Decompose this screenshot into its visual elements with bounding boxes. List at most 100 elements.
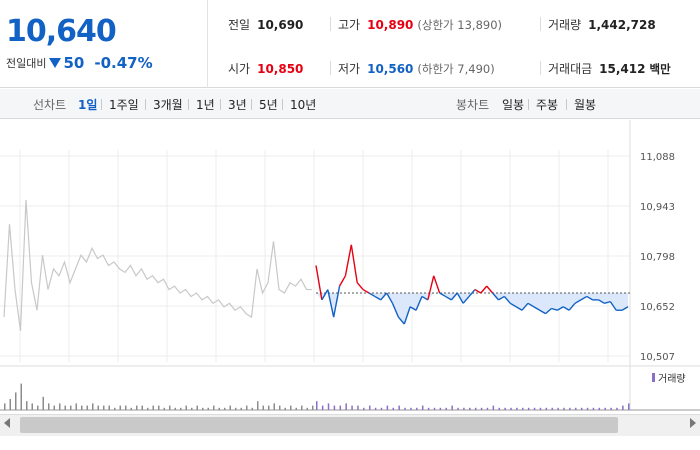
tab-monthly[interactable]: 월봉 [574, 98, 597, 112]
tab-5y[interactable]: 5년 [259, 98, 278, 112]
price-chart[interactable]: 11,088 10,943 10,798 10,652 10,507 거래량 [0, 120, 700, 450]
volume-bar [202, 407, 204, 410]
stat-key: 저가 [338, 62, 361, 76]
volume-bar [522, 407, 524, 410]
volume-bar [86, 405, 88, 410]
volume-bar [474, 407, 477, 410]
volume-bar [527, 407, 530, 410]
volume-bar [169, 405, 171, 410]
volume-bar [119, 405, 121, 410]
today-line-segment [391, 303, 400, 318]
volume-bar [279, 405, 281, 410]
volume-bar [48, 403, 50, 410]
tab-divider [528, 99, 529, 110]
volume-bar [416, 407, 418, 410]
volume-bar [246, 405, 248, 410]
volume-bar [301, 405, 303, 410]
today-line-segment [338, 275, 347, 287]
volume-bar [480, 407, 483, 410]
volume-bar [235, 407, 237, 410]
today-line-segment [409, 306, 417, 311]
volume-bar [457, 407, 459, 410]
today-line-segment [344, 244, 353, 276]
scroll-right-arrow-icon[interactable] [690, 418, 696, 428]
volume-bar [598, 407, 601, 410]
volume-bar [103, 405, 105, 410]
volume-bar [15, 392, 17, 410]
volume-bar [551, 407, 553, 410]
change-percent: -0.47% [94, 54, 153, 72]
today-line-segment [421, 295, 429, 301]
stock-summary: 10,640 전일대비 50 -0.47% 전일 10,690 고가 10,89… [0, 0, 700, 88]
y-tick-label: 10,943 [640, 202, 675, 213]
volume-bar [569, 407, 571, 410]
volume-bar [257, 401, 259, 410]
volume-bar [152, 405, 154, 410]
stat-value: 10,690 [257, 18, 304, 32]
volume-bar [386, 405, 389, 410]
tab-daily[interactable]: 일봉 [502, 98, 525, 112]
tab-1w[interactable]: 1주일 [109, 98, 139, 112]
line-chart-label: 선차트 [33, 98, 67, 112]
stat-key: 거래량 [548, 18, 582, 32]
today-line-segment [415, 296, 423, 311]
volume-bar [628, 403, 630, 410]
today-line-segment [621, 306, 629, 311]
volume-bar [136, 405, 138, 410]
today-line-segment [503, 295, 511, 304]
tab-3y[interactable]: 3년 [228, 98, 247, 112]
price-box: 10,640 전일대비 50 -0.47% [0, 0, 208, 88]
divider [540, 61, 541, 75]
tab-1d[interactable]: 1일 [78, 98, 98, 112]
tab-divider [220, 99, 221, 110]
volume-bar [333, 405, 336, 410]
today-line-segment [521, 302, 529, 311]
volume-bar [486, 407, 489, 410]
volume-bar [357, 405, 359, 410]
volume-bar [516, 407, 518, 410]
scroll-left-arrow-icon[interactable] [4, 418, 10, 428]
tab-divider [101, 99, 102, 110]
volume-bar [81, 405, 83, 410]
tab-divider [188, 99, 189, 110]
y-tick-label: 10,652 [640, 302, 675, 313]
tab-weekly[interactable]: 주봉 [536, 98, 559, 112]
volume-bar [433, 407, 436, 410]
volume-bar [268, 405, 270, 410]
tab-1y[interactable]: 1년 [196, 98, 215, 112]
today-line-segment [598, 299, 605, 304]
volume-bar [196, 405, 198, 410]
today-line-segment [574, 299, 582, 304]
volume-bar [312, 405, 314, 410]
volume-bar [439, 407, 442, 410]
today-line-segment [397, 316, 405, 325]
chart-scrollbar-thumb[interactable] [20, 417, 618, 433]
volume-bar [158, 405, 160, 410]
volume-bar [180, 407, 182, 410]
volume-bar [174, 407, 176, 410]
today-line-segment [486, 285, 494, 294]
today-line-segment [609, 301, 617, 311]
change-value: 50 [63, 54, 85, 72]
stat-key: 전일 [228, 18, 251, 32]
volume-bar [368, 405, 371, 410]
volume-bar [404, 407, 406, 410]
volume-bar [539, 407, 542, 410]
today-line-segment [374, 295, 382, 301]
volume-bar [141, 405, 143, 410]
legend-label: 거래량 [658, 373, 686, 385]
tab-10y[interactable]: 10년 [290, 98, 317, 112]
volume-bar [545, 407, 548, 410]
today-line-segment [604, 300, 611, 305]
volume-bar [75, 403, 77, 410]
stat-key: 거래대금 [548, 62, 593, 76]
today-line-segment [427, 275, 435, 301]
today-line-segment [480, 285, 488, 294]
today-line-segment [527, 302, 535, 308]
tab-3m[interactable]: 3개월 [153, 98, 183, 112]
stat-volume: 거래량 1,442,728 [548, 16, 656, 33]
y-tick-label: 11,088 [640, 152, 675, 163]
volume-bar [37, 405, 39, 410]
prior-day-line [3, 200, 312, 331]
volume-bar [229, 405, 231, 410]
